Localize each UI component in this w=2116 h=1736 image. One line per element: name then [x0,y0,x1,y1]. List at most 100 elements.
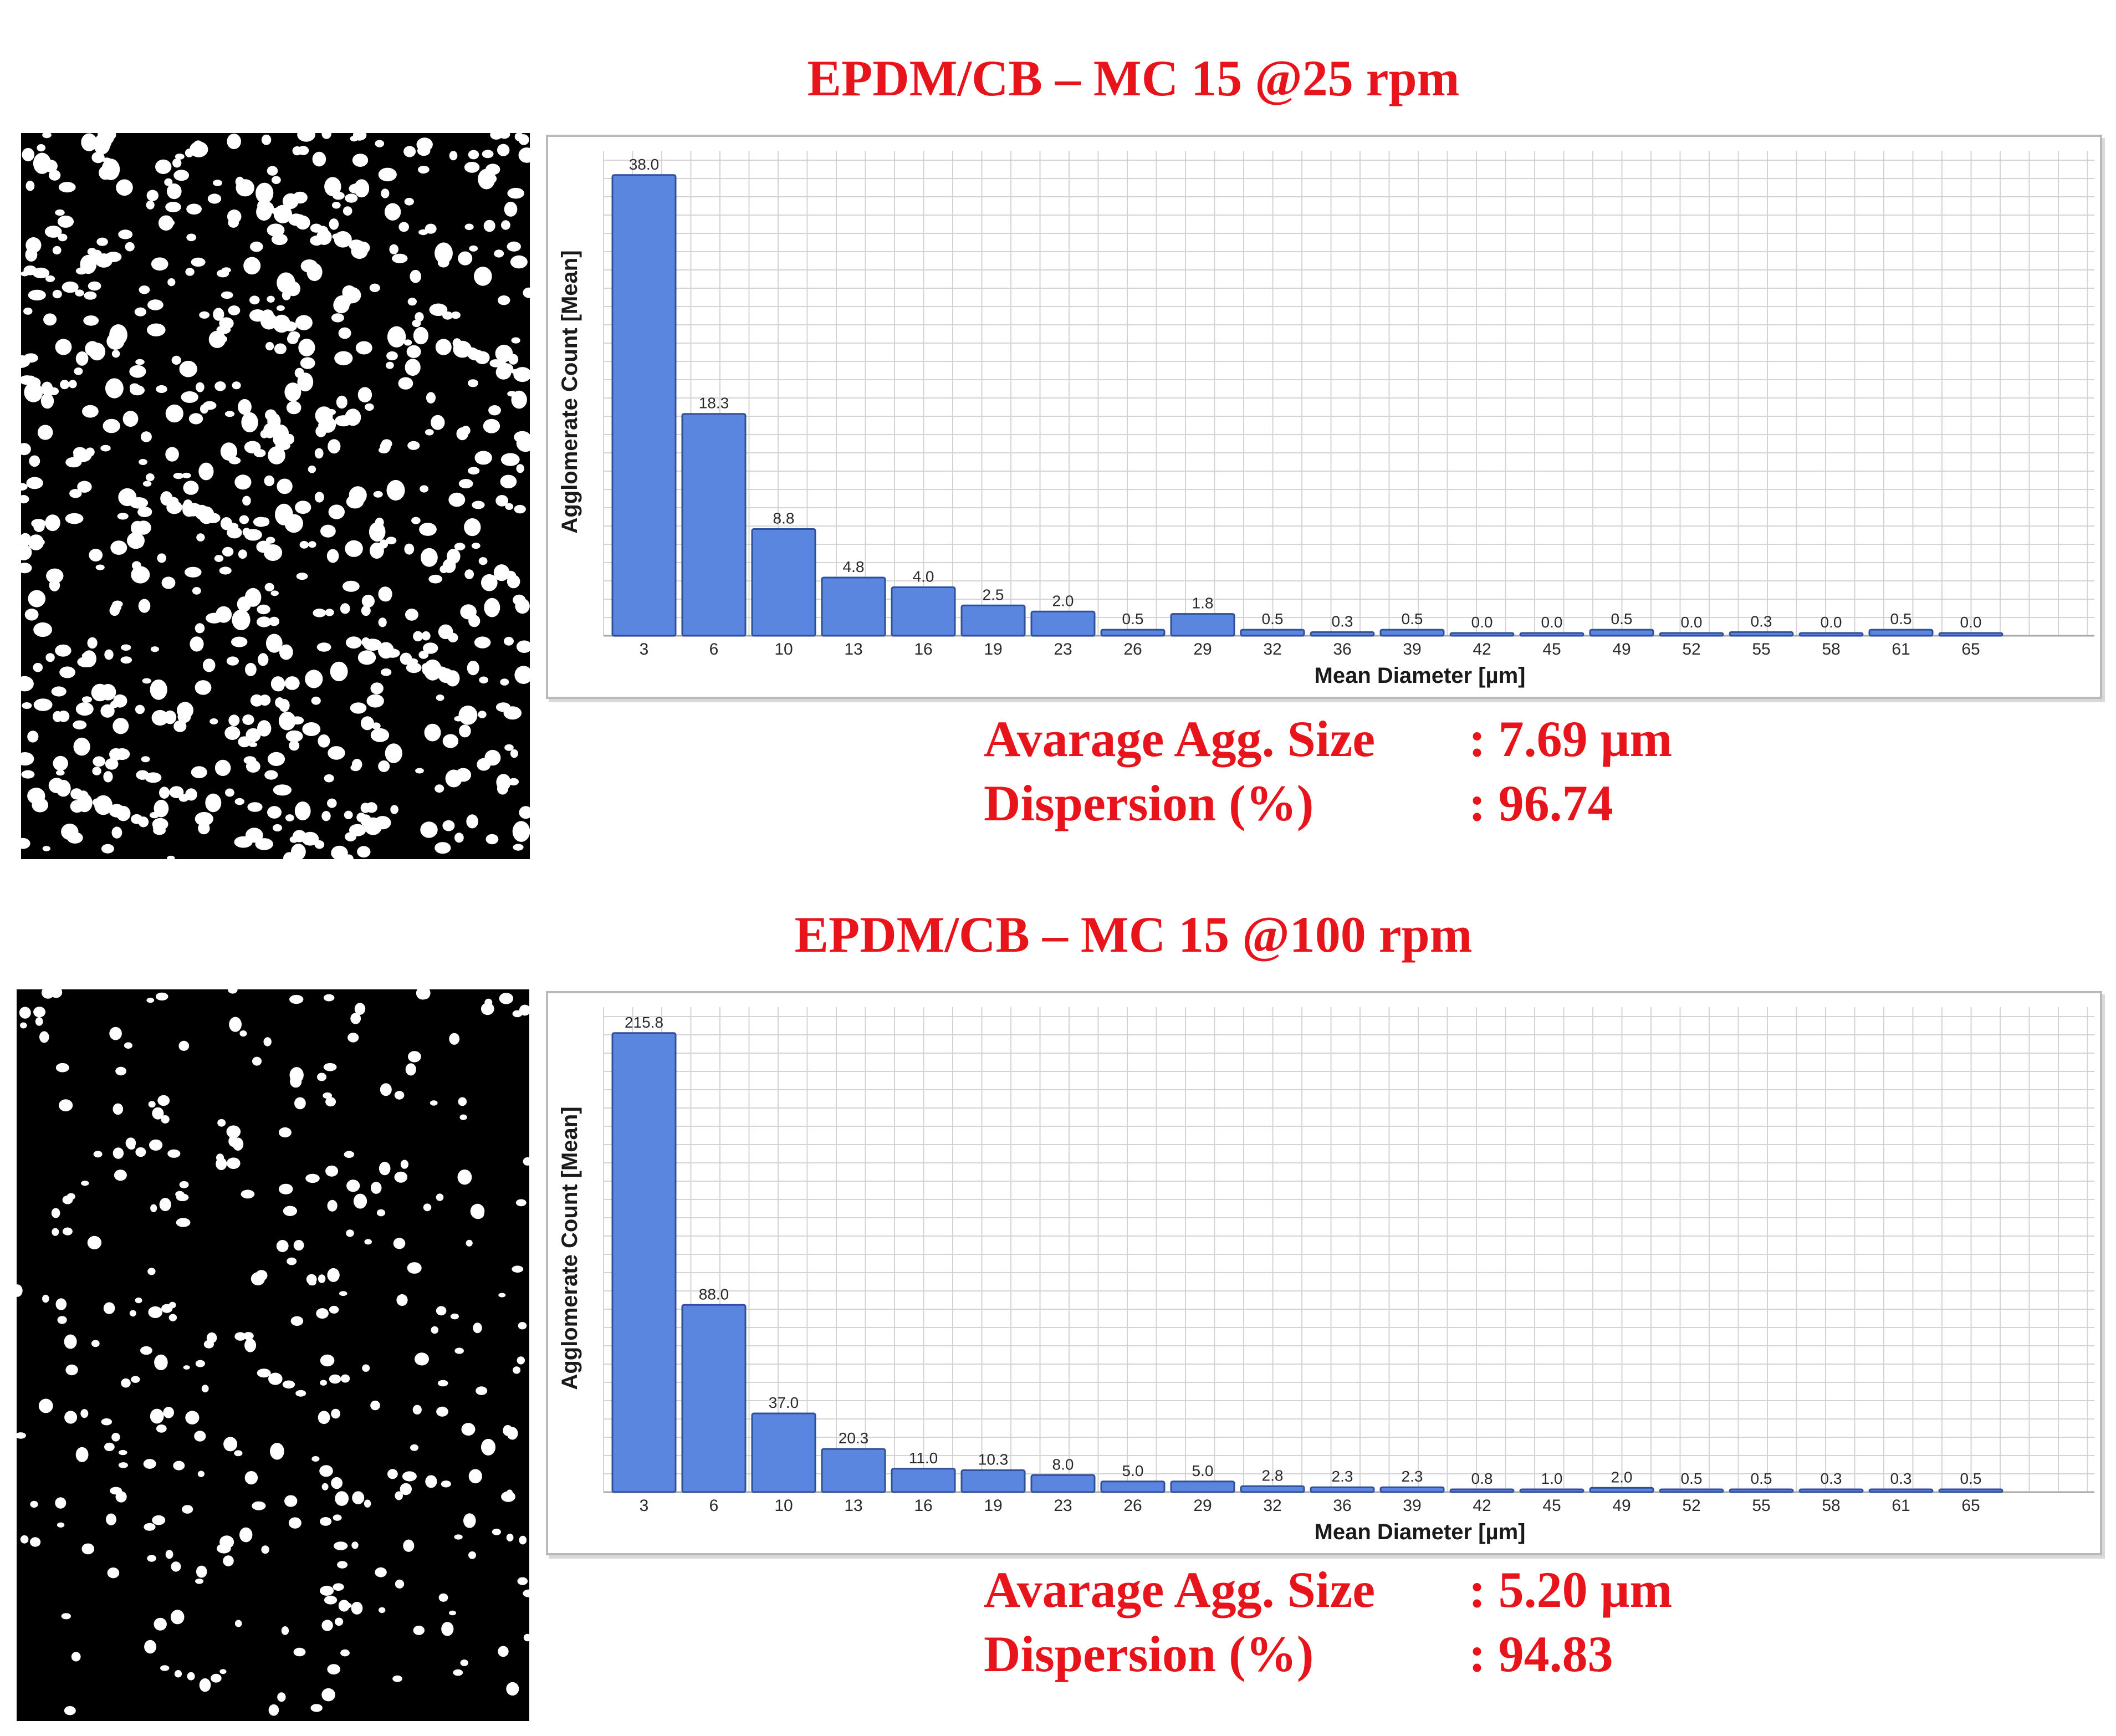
particle [143,1459,156,1469]
particle [117,513,129,520]
particle [278,1127,292,1138]
particle [350,1013,361,1024]
data-label: 8.8 [773,510,795,527]
particle [235,176,244,187]
particle [42,1294,49,1303]
particle [328,439,341,454]
particle [366,694,384,708]
particle [24,382,43,402]
particle [464,569,474,579]
particle [103,771,113,783]
particle [129,365,146,378]
particle [190,141,208,157]
data-label: 2.3 [1402,1468,1423,1485]
particle [183,1365,190,1370]
particle [365,802,377,813]
particle [398,377,413,390]
x-tick-label: 26 [1123,640,1142,658]
particle [435,784,444,793]
particle [37,425,53,440]
particle [135,359,145,365]
particle [292,146,302,156]
particle [93,756,105,767]
avg-size-value: : 7.69 µm [1469,711,1673,767]
particle [132,561,141,570]
particle [64,1411,78,1424]
particle [135,1147,146,1157]
particle [39,1031,49,1043]
particle [80,254,97,274]
particle [492,1528,502,1535]
x-tick-label: 13 [844,640,862,658]
particle [396,1294,408,1306]
particle [57,1522,65,1528]
particle [48,778,65,793]
particle [113,1103,124,1115]
particle [103,418,120,433]
particle [104,1442,115,1452]
particle [185,268,195,276]
particle [65,1364,78,1376]
particle [338,327,351,339]
particle [478,711,487,718]
particle [468,379,478,387]
grid [603,1007,2094,1493]
particle [469,245,478,252]
particle [234,474,252,490]
particle [58,233,68,242]
particle [239,515,249,524]
particle [386,351,398,361]
particle [500,678,509,686]
particle [113,718,129,734]
particle [91,151,105,164]
particle [357,650,376,665]
particle [144,1640,157,1654]
particle [21,356,30,367]
particle [151,709,168,726]
particle [406,345,421,358]
particle [22,147,35,162]
particle [160,1665,170,1671]
particle [232,381,241,390]
particle [379,1607,386,1614]
data-label: 0.5 [1262,610,1284,627]
particle [261,134,272,145]
particle [226,1157,241,1169]
particle [326,549,339,563]
particle [214,759,231,776]
particle [419,523,437,536]
particle [165,202,181,212]
particle [232,609,251,631]
particle [420,485,428,493]
particle [224,411,235,417]
particle [415,768,424,774]
particle [222,547,234,557]
x-tick-label: 61 [1892,640,1910,658]
x-tick-label: 42 [1473,1497,1491,1515]
particle [113,1147,124,1159]
particle [249,295,260,305]
particle [223,1437,238,1452]
particle [194,1431,206,1442]
particle [495,344,513,362]
dispersion-label: Dispersion (%) [984,775,1314,831]
particle [242,496,251,506]
particle [165,447,179,462]
particle [364,1499,371,1508]
particle [130,385,145,396]
particle [378,642,394,659]
particle [165,1550,173,1559]
particle [26,375,36,384]
particle [234,798,244,805]
particle [21,533,32,547]
panel-25rpm: EPDM/CB – MC 15 @25 rpm 38.0 3 18.3 6 8.8 10 4… [0,0,2116,865]
particle [244,441,261,454]
particle [197,684,206,691]
particle [150,646,159,652]
particle [512,1265,524,1273]
x-tick-label: 29 [1193,1497,1212,1515]
particle [365,403,374,411]
bar-42 [1449,632,1515,637]
particle [369,283,380,292]
particle [25,248,38,262]
